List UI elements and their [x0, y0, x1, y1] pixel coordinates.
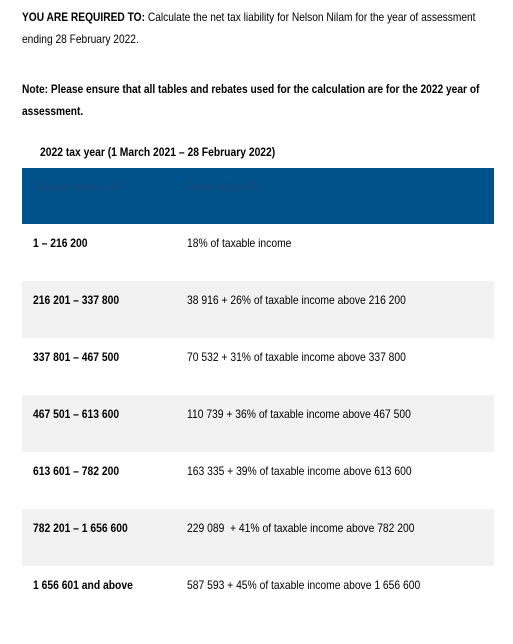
instruction-lead: YOU ARE REQUIRED TO: — [22, 10, 145, 24]
tax-table: Taxable income (R) Rates of tax (R) 1 – … — [22, 168, 494, 623]
tax-rate: 587 593 + 45% of taxable income above 1 … — [187, 578, 421, 592]
table-row: 216 201 – 337 800 38 916 + 26% of taxable… — [22, 281, 494, 338]
table-row: 782 201 – 1 656 600 229 089 + 41% of taxa… — [22, 509, 494, 566]
table-row: 1 – 216 200 18% of taxable income — [22, 224, 494, 281]
table-row: 613 601 – 782 200 163 335 + 39% of taxabl… — [22, 452, 494, 509]
tax-rate: 110 739 + 36% of taxable income above 46… — [187, 407, 411, 421]
income-bracket: 216 201 – 337 800 — [33, 293, 120, 307]
table-row: 1 656 601 and above 587 593 + 45% of taxa… — [22, 566, 494, 623]
table-row: 337 801 – 467 500 70 532 + 31% of taxable… — [22, 338, 494, 395]
income-bracket: 467 501 – 613 600 — [33, 407, 120, 421]
income-bracket: 782 201 – 1 656 600 — [33, 521, 128, 535]
note: Note: Please ensure that all tables and … — [22, 82, 483, 118]
column-header: Taxable income (R) — [33, 180, 122, 194]
column-header: Rates of tax (R) — [187, 180, 260, 194]
income-bracket: 613 601 – 782 200 — [33, 464, 120, 478]
tax-rate: 70 532 + 31% of taxable income above 337… — [187, 350, 406, 364]
tax-rate: 163 335 + 39% of taxable income above 61… — [187, 464, 412, 478]
tax-rate: 38 916 + 26% of taxable income above 216… — [187, 293, 406, 307]
income-bracket: 337 801 – 467 500 — [33, 350, 120, 364]
tax-rate: 229 089 + 41% of taxable income above 78… — [187, 521, 415, 535]
instruction-text: Calculate the net tax liability for Nels… — [22, 10, 479, 46]
income-bracket: 1 656 601 and above — [33, 578, 133, 592]
tax-rate: 18% of taxable income — [187, 236, 292, 250]
income-bracket: 1 – 216 200 — [33, 236, 88, 250]
table-caption: 2022 tax year (1 March 2021 – 28 Februar… — [40, 145, 276, 159]
instruction: YOU ARE REQUIRED TO: Calculate the net t… — [22, 6, 492, 50]
table-header: Taxable income (R) Rates of tax (R) — [22, 168, 494, 224]
table-row: 467 501 – 613 600 110 739 + 36% of taxabl… — [22, 395, 494, 452]
